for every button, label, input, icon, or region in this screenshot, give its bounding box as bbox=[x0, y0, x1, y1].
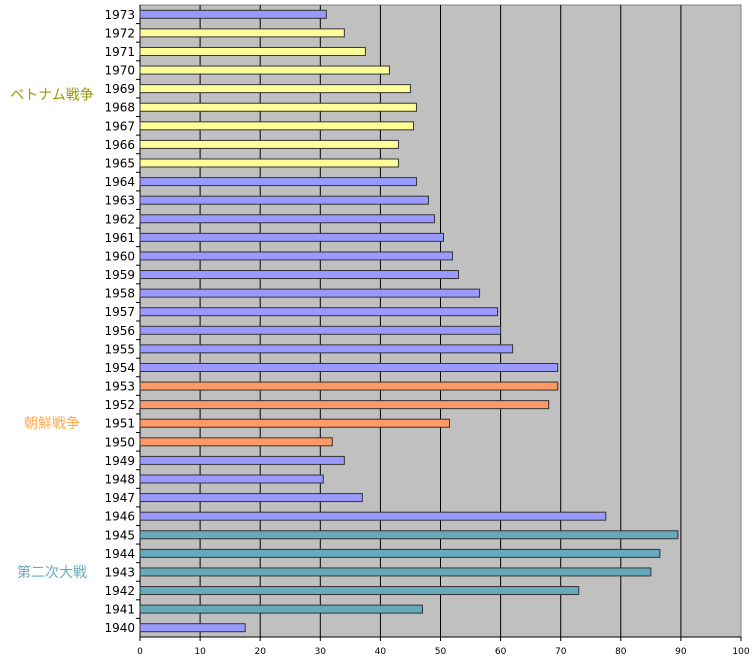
bar-1945 bbox=[139, 530, 679, 540]
bar-1973 bbox=[139, 9, 327, 19]
bar-1958 bbox=[139, 288, 481, 298]
y-tick-label-1953: 1953 bbox=[104, 380, 135, 394]
y-tick-label-1946: 1946 bbox=[104, 510, 135, 524]
bar-1944 bbox=[139, 548, 661, 558]
y-tick-label-1956: 1956 bbox=[104, 324, 135, 338]
y-tick-label-1944: 1944 bbox=[104, 547, 135, 561]
y-tick-label-1950: 1950 bbox=[104, 435, 135, 449]
y-tick-label-1963: 1963 bbox=[104, 194, 135, 208]
y-tick-label-1951: 1951 bbox=[104, 417, 135, 431]
bar-1969 bbox=[139, 84, 411, 94]
y-tick-label-1967: 1967 bbox=[104, 119, 135, 133]
x-tick-label-100: 100 bbox=[732, 647, 749, 657]
y-tick-label-1948: 1948 bbox=[104, 473, 135, 487]
y-tick-label-1955: 1955 bbox=[104, 342, 135, 356]
bar-1951 bbox=[139, 418, 451, 428]
annotation-label-1: 朝鮮戦争 bbox=[24, 416, 80, 432]
y-tick-label-1945: 1945 bbox=[104, 528, 135, 542]
y-tick-label-1952: 1952 bbox=[104, 398, 135, 412]
annotation-label-2: 第二次大戦 bbox=[17, 564, 87, 581]
y-tick-label-1957: 1957 bbox=[104, 305, 135, 319]
x-tick-label-80: 80 bbox=[615, 647, 627, 657]
x-tick-label-90: 90 bbox=[675, 647, 687, 657]
bar-1963 bbox=[139, 195, 429, 205]
y-tick-label-1961: 1961 bbox=[104, 231, 135, 245]
y-tick-label-1962: 1962 bbox=[104, 212, 135, 226]
bar-1960 bbox=[139, 251, 454, 261]
bar-1955 bbox=[139, 344, 514, 354]
bar-1964 bbox=[139, 177, 417, 187]
y-tick-label-1972: 1972 bbox=[104, 26, 135, 40]
y-tick-label-1942: 1942 bbox=[104, 584, 135, 598]
bar-1957 bbox=[139, 307, 499, 317]
x-tick-label-40: 40 bbox=[375, 647, 387, 657]
bar-1971 bbox=[139, 46, 366, 56]
bar-1970 bbox=[139, 65, 390, 75]
bar-1954 bbox=[139, 362, 559, 372]
bar-1961 bbox=[139, 232, 445, 242]
bar-1965 bbox=[139, 158, 399, 168]
y-tick-label-1958: 1958 bbox=[104, 287, 135, 301]
bar-1952 bbox=[139, 400, 550, 410]
bar-1942 bbox=[139, 586, 580, 596]
y-tick-label-1964: 1964 bbox=[104, 175, 135, 189]
bar-1947 bbox=[139, 493, 363, 503]
bar-1948 bbox=[139, 474, 324, 484]
bar-1972 bbox=[139, 28, 345, 38]
bar-1949 bbox=[139, 455, 345, 465]
y-tick-label-1947: 1947 bbox=[104, 491, 135, 505]
bar-1941 bbox=[139, 604, 423, 614]
bar-1940 bbox=[139, 623, 246, 633]
annotation-label-0: ベトナム戦争 bbox=[10, 88, 94, 104]
bar-1943 bbox=[139, 567, 652, 577]
y-tick-label-1960: 1960 bbox=[104, 249, 135, 263]
y-tick-label-1966: 1966 bbox=[104, 138, 135, 152]
bar-1956 bbox=[139, 325, 502, 335]
x-tick-label-0: 0 bbox=[137, 647, 143, 657]
x-tick-label-60: 60 bbox=[495, 647, 507, 657]
bar-1959 bbox=[139, 270, 460, 280]
y-tick-label-1971: 1971 bbox=[104, 45, 135, 59]
y-tick-label-1954: 1954 bbox=[104, 361, 135, 375]
y-tick-label-1940: 1940 bbox=[104, 621, 135, 635]
bar-1953 bbox=[139, 381, 559, 391]
y-tick-label-1973: 1973 bbox=[104, 8, 135, 22]
bar-1946 bbox=[139, 511, 607, 521]
x-tick-label-10: 10 bbox=[194, 647, 206, 657]
y-tick-label-1970: 1970 bbox=[104, 64, 135, 78]
x-tick-label-50: 50 bbox=[435, 647, 447, 657]
bar-1966 bbox=[139, 139, 399, 149]
x-tick-label-30: 30 bbox=[315, 647, 327, 657]
bar-1962 bbox=[139, 214, 435, 224]
y-tick-label-1959: 1959 bbox=[104, 268, 135, 282]
y-tick-label-1941: 1941 bbox=[104, 603, 135, 617]
y-tick-label-1949: 1949 bbox=[104, 454, 135, 468]
y-tick-label-1968: 1968 bbox=[104, 101, 135, 115]
y-tick-label-1965: 1965 bbox=[104, 157, 135, 171]
bar-1950 bbox=[139, 437, 333, 447]
x-tick-label-70: 70 bbox=[555, 647, 567, 657]
bar-1968 bbox=[139, 102, 417, 112]
y-tick-label-1969: 1969 bbox=[104, 82, 135, 96]
x-tick-label-20: 20 bbox=[254, 647, 266, 657]
bar-1967 bbox=[139, 121, 414, 131]
y-tick-label-1943: 1943 bbox=[104, 565, 135, 579]
